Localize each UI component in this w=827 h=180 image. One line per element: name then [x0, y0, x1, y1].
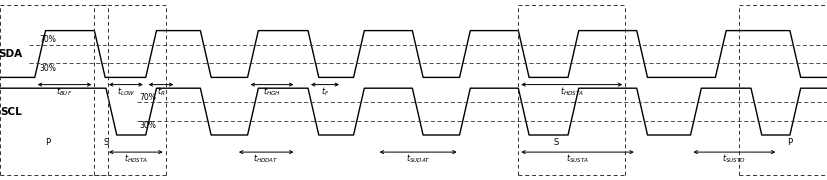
- Text: S: S: [553, 138, 558, 147]
- Text: $t_{HDDAT}$: $t_{HDDAT}$: [253, 153, 279, 165]
- Text: SCL: SCL: [0, 107, 22, 117]
- Text: SDA: SDA: [0, 49, 23, 59]
- Text: $t_{BUF}$: $t_{BUF}$: [56, 85, 73, 98]
- Text: $t_{HGH}$: $t_{HGH}$: [263, 85, 280, 98]
- Text: P: P: [45, 138, 50, 147]
- Text: $t_R$: $t_R$: [156, 85, 165, 98]
- Text: 70%: 70%: [40, 35, 56, 44]
- Text: $t_{LOW}$: $t_{LOW}$: [117, 85, 135, 98]
- Text: $t_{SUDAT}$: $t_{SUDAT}$: [405, 153, 430, 165]
- Text: $t_{SUSTA}$: $t_{SUSTA}$: [565, 153, 589, 165]
- Text: $t_{HDSTA}$: $t_{HDSTA}$: [123, 153, 148, 165]
- Text: 70%: 70%: [139, 93, 155, 102]
- Text: $t_F$: $t_F$: [320, 85, 329, 98]
- Text: 30%: 30%: [139, 122, 155, 130]
- Text: $t_{HDSTA}$: $t_{HDSTA}$: [559, 85, 583, 98]
- Text: 30%: 30%: [40, 64, 56, 73]
- Text: P: P: [786, 138, 791, 147]
- Text: S: S: [103, 138, 108, 147]
- Text: $t_{SUSTO}$: $t_{SUSTO}$: [722, 153, 745, 165]
